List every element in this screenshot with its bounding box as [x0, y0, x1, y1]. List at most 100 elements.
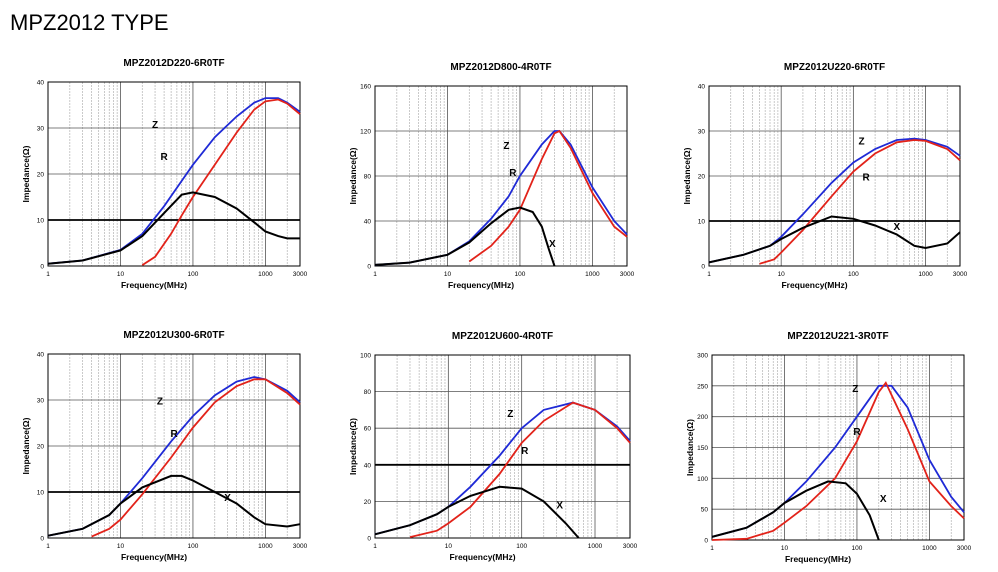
x-tick-label: 10 [117, 543, 125, 550]
series-line-x [711, 480, 880, 541]
x-axis-label: Frequency(MHz) [448, 280, 514, 290]
x-tick-label: 1000 [258, 271, 273, 278]
x-tick-label: 1000 [918, 271, 933, 278]
x-tick-label: 1 [373, 543, 377, 550]
y-tick-label: 20 [37, 444, 45, 451]
plot-frame [711, 354, 965, 541]
page-title: MPZ2012 TYPE [10, 10, 169, 35]
y-tick-label: 0 [40, 536, 44, 543]
series-label-z: Z [503, 141, 509, 152]
plot-frame [708, 85, 961, 267]
y-tick-label: 300 [697, 353, 708, 360]
x-tick-label: 1000 [588, 543, 603, 550]
chart-panel: Z R X 0 50 100 150 200 250 300 1 10 100 1000 3000 MPZ20… [685, 331, 972, 564]
x-axis-label: Frequency(MHz) [449, 552, 515, 562]
series-label-x: X [880, 494, 887, 505]
y-tick-label: 40 [37, 352, 45, 359]
y-tick-label: 80 [364, 389, 372, 396]
x-tick-label: 100 [848, 271, 859, 278]
chart-title: MPZ2012U300-6R0TF [123, 330, 224, 341]
y-tick-label: 200 [697, 414, 708, 421]
series-line-x [708, 215, 961, 264]
chart-title: MPZ2012U220-6R0TF [784, 62, 885, 73]
series-label-z: Z [157, 397, 163, 408]
x-tick-label: 10 [444, 271, 452, 278]
chart-panel: Z R X 0 10 20 30 40 1 10 100 1000 3000 MPZ2012U220-6R… [682, 62, 968, 290]
series-line-x [374, 206, 556, 267]
chart-panel: Z R 0 10 20 30 40 1 10 100 1000 3000 MPZ2012D220-6R0… [21, 58, 308, 290]
y-tick-label: 20 [364, 499, 372, 506]
plot-frame [47, 81, 301, 267]
y-tick-label: 10 [37, 490, 45, 497]
x-tick-label: 10 [781, 545, 789, 552]
series-label-r: R [160, 152, 168, 163]
series-line-r [759, 139, 961, 265]
y-tick-label: 100 [360, 353, 371, 360]
x-tick-label: 1000 [922, 545, 937, 552]
y-tick-label: 20 [37, 172, 45, 179]
chart-title: MPZ2012U221-3R0TF [787, 331, 888, 342]
y-tick-label: 30 [37, 126, 45, 133]
y-tick-label: 160 [360, 84, 371, 91]
x-tick-label: 1000 [585, 271, 600, 278]
plot-frame [374, 85, 628, 267]
chart-panel: Z R X 0 20 40 60 80 100 1 10 100 1000 3000 MPZ2012U600… [348, 331, 638, 562]
x-axis-label: Frequency(MHz) [781, 280, 847, 290]
x-tick-label: 100 [188, 271, 199, 278]
series-line-r [409, 401, 631, 538]
x-tick-label: 1000 [258, 543, 273, 550]
series-label-r: R [171, 429, 179, 440]
x-tick-label: 1 [373, 271, 377, 278]
x-tick-label: 3000 [293, 543, 308, 550]
y-tick-label: 20 [698, 174, 706, 181]
y-tick-label: 50 [701, 507, 709, 514]
x-tick-label: 3000 [293, 271, 308, 278]
x-tick-label: 1 [707, 271, 711, 278]
series-label-r: R [509, 168, 517, 179]
series-line-x [47, 474, 301, 537]
series-label-z: Z [859, 137, 865, 148]
chart-panel: Z R X 0 40 80 120 160 1 10 100 1000 3000 MPZ2012D800-… [348, 62, 635, 290]
chart-title: MPZ2012D220-6R0TF [123, 58, 224, 69]
x-tick-label: 100 [516, 543, 527, 550]
x-axis-label: Frequency(MHz) [121, 552, 187, 562]
series-label-z: Z [152, 120, 158, 131]
series-label-x: X [893, 222, 900, 233]
series-line-x [47, 191, 300, 265]
y-tick-label: 0 [701, 264, 705, 271]
x-tick-label: 3000 [623, 543, 638, 550]
series-line-x [374, 485, 580, 539]
x-tick-label: 3000 [953, 271, 968, 278]
plot-frame [47, 353, 301, 539]
x-tick-label: 10 [778, 271, 786, 278]
y-tick-label: 60 [364, 426, 372, 433]
x-tick-label: 10 [445, 543, 453, 550]
series-label-x: X [556, 501, 563, 512]
x-axis-label: Frequency(MHz) [785, 554, 851, 564]
y-axis-label: Impedance(Ω) [348, 147, 358, 204]
y-tick-label: 30 [37, 398, 45, 405]
y-tick-label: 0 [367, 536, 371, 543]
x-tick-label: 3000 [620, 271, 635, 278]
series-line-r [468, 129, 628, 263]
x-tick-label: 1 [710, 545, 714, 552]
series-label-r: R [862, 173, 870, 184]
y-tick-label: 0 [704, 538, 708, 545]
series-line-r [711, 381, 965, 541]
y-tick-label: 10 [37, 218, 45, 225]
y-tick-label: 40 [364, 462, 372, 469]
chart-title: MPZ2012D800-4R0TF [450, 62, 551, 73]
y-tick-label: 0 [40, 264, 44, 271]
y-tick-label: 80 [364, 174, 372, 181]
y-tick-label: 100 [697, 476, 708, 483]
y-tick-label: 30 [698, 129, 706, 136]
x-tick-label: 100 [852, 545, 863, 552]
y-axis-label: Impedance(Ω) [685, 419, 695, 476]
y-axis-label: Impedance(Ω) [682, 147, 692, 204]
x-axis-label: Frequency(MHz) [121, 280, 187, 290]
y-tick-label: 40 [698, 84, 706, 91]
y-axis-label: Impedance(Ω) [348, 418, 358, 475]
plot-frame [374, 354, 631, 539]
x-tick-label: 100 [188, 543, 199, 550]
x-tick-label: 3000 [957, 545, 972, 552]
